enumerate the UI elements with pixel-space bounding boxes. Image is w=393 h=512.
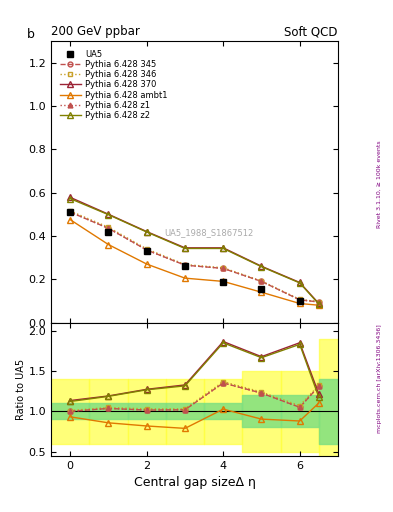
Text: Rivet 3.1.10, ≥ 100k events: Rivet 3.1.10, ≥ 100k events bbox=[377, 140, 382, 228]
Text: UA5_1988_S1867512: UA5_1988_S1867512 bbox=[164, 228, 253, 237]
Y-axis label: Ratio to UA5: Ratio to UA5 bbox=[16, 358, 26, 420]
Text: mcplots.cern.ch [arXiv:1306.3436]: mcplots.cern.ch [arXiv:1306.3436] bbox=[377, 325, 382, 433]
Legend: UA5, Pythia 6.428 345, Pythia 6.428 346, Pythia 6.428 370, Pythia 6.428 ambt1, P: UA5, Pythia 6.428 345, Pythia 6.428 346,… bbox=[58, 48, 169, 122]
Text: 200 GeV ppbar: 200 GeV ppbar bbox=[51, 25, 140, 38]
X-axis label: Central gap sizeΔ η: Central gap sizeΔ η bbox=[134, 476, 255, 489]
Text: Soft QCD: Soft QCD bbox=[285, 25, 338, 38]
Y-axis label: b: b bbox=[27, 28, 35, 41]
